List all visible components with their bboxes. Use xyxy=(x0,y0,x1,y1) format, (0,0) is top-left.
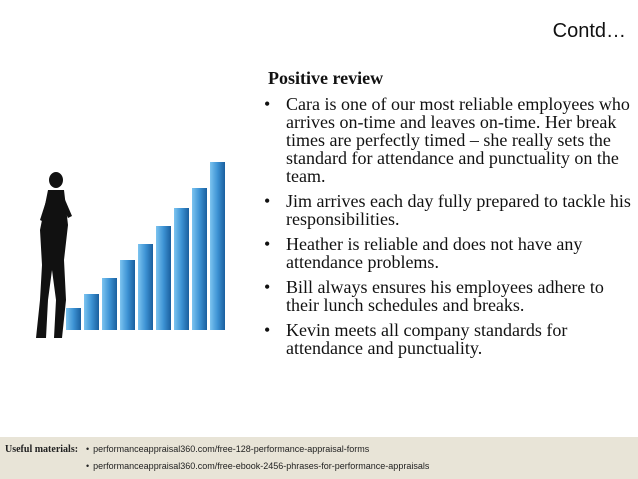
footer-link-ebook[interactable]: • performanceappraisal360.com/free-ebook-… xyxy=(86,461,430,471)
review-list: • Cara is one of our most reliable employ… xyxy=(262,95,632,357)
slide-title: Contd… xyxy=(552,20,626,42)
review-heading: Positive review xyxy=(268,68,384,88)
list-item: • Heather is reliable and does not have a… xyxy=(262,235,632,271)
footer: Useful materials: • performanceappraisal3… xyxy=(0,437,638,479)
success-stairs-illustration xyxy=(36,162,225,338)
list-item-text: Cara is one of our most reliable employe… xyxy=(286,94,630,186)
list-item-text: Kevin meets all company standards for at… xyxy=(286,320,568,358)
list-item-text: Bill always ensures his employees adhere… xyxy=(286,277,604,315)
bullet-icon: • xyxy=(264,94,271,114)
list-item: • Jim arrives each day fully prepared to … xyxy=(262,192,632,228)
list-item: • Cara is one of our most reliable employ… xyxy=(262,95,632,185)
review-content: Positive review • Cara is one of our most… xyxy=(262,68,632,364)
list-item: • Kevin meets all company standards for a… xyxy=(262,321,632,357)
list-item-text: Heather is reliable and does not have an… xyxy=(286,234,583,272)
businessman-silhouette-icon xyxy=(36,172,72,338)
bar-chart-icon xyxy=(66,162,225,330)
footer-label: Useful materials: xyxy=(5,444,79,455)
bullet-icon: • xyxy=(264,277,271,297)
bullet-icon: • xyxy=(264,234,271,254)
bullet-icon: • xyxy=(264,320,271,340)
bullet-icon: • xyxy=(264,191,271,211)
footer-link-forms[interactable]: • performanceappraisal360.com/free-128-pe… xyxy=(86,444,370,454)
list-item: • Bill always ensures his employees adher… xyxy=(262,278,632,314)
list-item-text: Jim arrives each day fully prepared to t… xyxy=(286,191,631,229)
